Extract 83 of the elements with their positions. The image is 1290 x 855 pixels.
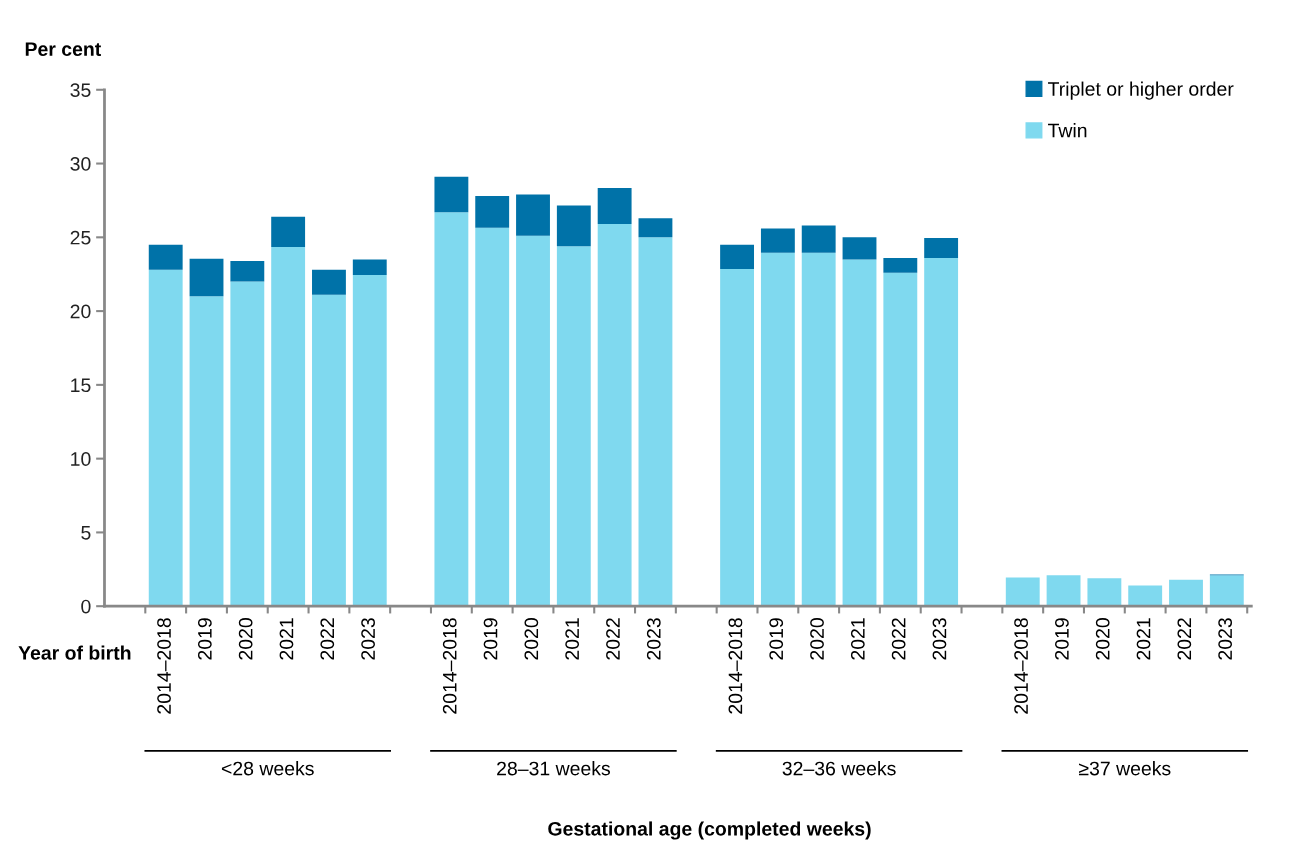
bar [638,237,673,607]
x-tick-label: 2023 [646,618,661,660]
y-tick-label: 15 [71,378,91,393]
x-tick-label: 2021 [1136,618,1151,660]
bar [148,244,183,270]
x-tick-label: 2023 [932,618,947,660]
x-tick-label: 2014–2018 [728,618,743,714]
x-tick-label: 2020 [238,618,253,660]
x-tick-label: 2022 [606,618,620,660]
bar [352,274,387,607]
x-tick-label: 2021 [850,618,865,660]
bar [352,259,387,275]
text: Gestational age (completed weeks) [548,821,871,840]
bar [720,269,755,607]
bar [1087,578,1122,607]
text: Year of birth [18,645,131,660]
bar [597,187,632,225]
bar [1128,585,1163,607]
x-tick-label: 2023 [361,618,375,660]
bar [271,216,306,247]
x-tick-label: 2019 [483,618,498,660]
bar [924,238,959,258]
x-tick-label: 2014–2018 [157,618,171,714]
bar [271,246,306,607]
x-tick-label: 2020 [810,618,824,660]
x-tick-label: 2019 [1055,618,1069,660]
bar [434,212,469,607]
y-tick-label: 20 [70,304,91,319]
bar [312,294,346,607]
bar [1209,575,1244,607]
bar [760,228,795,253]
x-tick-label: 2020 [524,618,539,660]
bar [1005,577,1040,607]
y-axis-title: Per cent [25,42,102,57]
y-tick-label: 35 [70,83,91,98]
x-tick-label: 2019 [769,618,784,660]
bar [842,259,877,607]
y-tick-label: 5 [81,526,91,540]
bar [148,269,183,607]
x-tick-label: 2022 [891,618,906,660]
bar [883,272,918,607]
bar [516,235,550,607]
text: 28–31 weeks [497,761,611,776]
bar [801,252,836,607]
bar [230,281,265,607]
x-tick-label: 2014–2018 [442,618,457,714]
legend-label: Triplet or higher order [1048,81,1234,100]
x-tick-label: 2020 [1095,618,1110,660]
bar [801,225,836,253]
bar [516,194,550,236]
bar [638,218,673,238]
bar [475,196,510,228]
bar [924,257,959,607]
x-tick-label: 2021 [565,618,580,660]
y-tick-label: 30 [70,157,91,171]
y-tick-label: 0 [81,599,91,614]
legend-label: Twin [1048,123,1087,138]
x-tick-label: 2022 [320,618,335,660]
bar [1046,575,1081,607]
x-tick-label: 2019 [197,618,212,660]
bar [556,246,591,607]
x-tick-label: 2022 [1177,618,1192,660]
text: <28 weeks [221,761,314,776]
bar [883,257,918,273]
text: 32–36 weeks [782,761,896,776]
bar [760,252,795,607]
bar [189,258,224,297]
bar [720,244,755,270]
bar [230,260,265,282]
bar [597,224,632,607]
bar [189,296,224,607]
bar [434,176,469,213]
bar [842,237,877,260]
y-tick-label: 25 [70,230,91,245]
x-tick-label: 2014–2018 [1014,618,1028,714]
bar [556,205,591,247]
x-tick-label: 2023 [1218,618,1233,660]
y-tick-label: 10 [71,452,91,466]
bar [312,269,346,295]
bar [475,227,510,607]
text: ≥37 weeks [1078,761,1171,776]
bar [1169,579,1203,607]
x-tick-label: 2021 [279,618,294,660]
